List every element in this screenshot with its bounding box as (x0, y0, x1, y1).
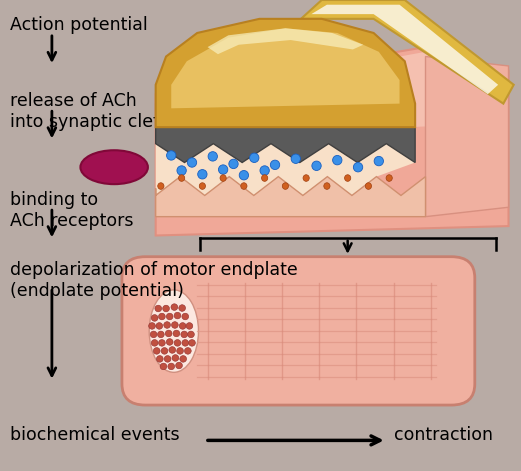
Ellipse shape (180, 356, 187, 362)
Ellipse shape (208, 152, 217, 161)
Ellipse shape (332, 155, 342, 165)
Ellipse shape (166, 339, 173, 345)
Polygon shape (207, 28, 363, 54)
Ellipse shape (241, 183, 247, 189)
Ellipse shape (151, 315, 158, 321)
Ellipse shape (179, 323, 186, 329)
Ellipse shape (179, 175, 185, 181)
Ellipse shape (250, 153, 259, 162)
Ellipse shape (164, 322, 170, 328)
Ellipse shape (174, 312, 181, 319)
Ellipse shape (312, 161, 321, 171)
Ellipse shape (156, 323, 163, 329)
Ellipse shape (182, 340, 189, 346)
Polygon shape (426, 57, 508, 217)
FancyBboxPatch shape (122, 257, 475, 405)
Ellipse shape (158, 183, 164, 189)
Ellipse shape (188, 331, 194, 338)
Ellipse shape (270, 160, 280, 170)
Text: depolarization of motor endplate
(endplate potential): depolarization of motor endplate (endpla… (10, 261, 298, 300)
Ellipse shape (197, 170, 207, 179)
Ellipse shape (153, 348, 160, 354)
Ellipse shape (174, 340, 181, 346)
Ellipse shape (171, 322, 178, 328)
Ellipse shape (150, 331, 157, 338)
Ellipse shape (374, 156, 383, 166)
Ellipse shape (158, 313, 165, 320)
Polygon shape (312, 52, 508, 132)
Ellipse shape (168, 363, 175, 370)
Ellipse shape (220, 175, 226, 181)
Ellipse shape (177, 348, 183, 354)
Ellipse shape (365, 183, 371, 189)
Ellipse shape (344, 175, 351, 181)
Ellipse shape (156, 356, 163, 362)
Ellipse shape (181, 331, 188, 338)
Ellipse shape (173, 330, 180, 337)
Ellipse shape (161, 348, 168, 354)
Ellipse shape (169, 347, 176, 353)
Ellipse shape (262, 175, 268, 181)
Ellipse shape (189, 340, 195, 346)
Ellipse shape (239, 171, 249, 180)
Polygon shape (156, 144, 415, 195)
Ellipse shape (229, 159, 238, 169)
Ellipse shape (291, 154, 301, 163)
Polygon shape (301, 0, 514, 104)
Ellipse shape (148, 323, 155, 329)
Polygon shape (156, 19, 415, 127)
Ellipse shape (160, 363, 167, 370)
Ellipse shape (199, 183, 205, 189)
Ellipse shape (282, 183, 289, 189)
Text: biochemical events: biochemical events (10, 426, 180, 444)
Ellipse shape (186, 323, 193, 329)
Ellipse shape (188, 158, 196, 167)
Ellipse shape (157, 331, 164, 338)
Polygon shape (171, 28, 400, 108)
Ellipse shape (260, 166, 269, 175)
Ellipse shape (167, 151, 176, 160)
Ellipse shape (324, 183, 330, 189)
Ellipse shape (163, 305, 169, 312)
Polygon shape (156, 104, 415, 162)
Ellipse shape (165, 330, 172, 337)
Ellipse shape (172, 355, 179, 361)
Ellipse shape (164, 356, 171, 362)
Polygon shape (156, 177, 426, 217)
Ellipse shape (155, 305, 162, 312)
Ellipse shape (177, 166, 187, 175)
Text: Action potential: Action potential (10, 16, 148, 34)
Text: contraction: contraction (394, 426, 493, 444)
Ellipse shape (171, 304, 178, 310)
Ellipse shape (386, 175, 392, 181)
Ellipse shape (218, 165, 228, 174)
Ellipse shape (179, 305, 185, 311)
Text: binding to
ACh receptors: binding to ACh receptors (10, 191, 134, 229)
Polygon shape (156, 47, 508, 236)
Ellipse shape (176, 362, 182, 369)
Text: release of ACh
into synaptic cleft: release of ACh into synaptic cleft (10, 92, 166, 130)
Polygon shape (312, 5, 498, 94)
Ellipse shape (149, 290, 199, 372)
Ellipse shape (184, 348, 191, 354)
Ellipse shape (80, 150, 148, 184)
Ellipse shape (303, 175, 309, 181)
Ellipse shape (151, 340, 158, 346)
Ellipse shape (353, 162, 363, 172)
Ellipse shape (166, 313, 173, 320)
Ellipse shape (182, 313, 189, 320)
Ellipse shape (158, 340, 165, 346)
